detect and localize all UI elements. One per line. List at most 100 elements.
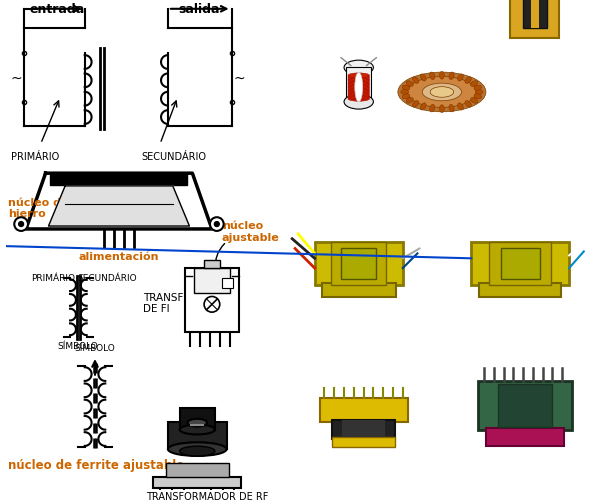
- Circle shape: [210, 218, 224, 231]
- Ellipse shape: [348, 78, 370, 83]
- Ellipse shape: [439, 72, 445, 80]
- Text: SÍMBOLO: SÍMBOLO: [74, 344, 115, 353]
- Ellipse shape: [474, 86, 482, 91]
- Ellipse shape: [407, 77, 476, 108]
- Ellipse shape: [348, 97, 370, 102]
- Ellipse shape: [348, 93, 370, 98]
- Bar: [486, 428, 564, 446]
- Bar: [204, 261, 220, 269]
- Ellipse shape: [344, 61, 373, 76]
- Bar: [500, 248, 540, 279]
- Ellipse shape: [348, 81, 370, 86]
- Polygon shape: [50, 174, 187, 185]
- Ellipse shape: [355, 73, 362, 103]
- Ellipse shape: [348, 96, 370, 101]
- Bar: [332, 420, 395, 439]
- Ellipse shape: [421, 104, 426, 111]
- Circle shape: [14, 218, 28, 231]
- Ellipse shape: [449, 105, 454, 113]
- Ellipse shape: [449, 73, 454, 81]
- Bar: [447, 322, 593, 480]
- Bar: [346, 68, 371, 103]
- Ellipse shape: [402, 86, 410, 91]
- Ellipse shape: [398, 73, 486, 113]
- Text: SECUNDÁRIO: SECUNDÁRIO: [142, 151, 206, 161]
- Text: núcleo de ferrite ajustable .: núcleo de ferrite ajustable .: [8, 458, 193, 471]
- Bar: [194, 269, 230, 293]
- Ellipse shape: [458, 75, 463, 82]
- Ellipse shape: [401, 90, 409, 95]
- Ellipse shape: [348, 74, 370, 79]
- Text: PRIMÁRIO: PRIMÁRIO: [31, 274, 75, 283]
- Bar: [310, 166, 442, 322]
- Text: SECUNDÁRIO: SECUNDÁRIO: [77, 274, 137, 283]
- Bar: [523, 0, 547, 29]
- Ellipse shape: [406, 82, 413, 87]
- Ellipse shape: [348, 83, 370, 88]
- Text: alimentación: alimentación: [79, 252, 159, 262]
- Ellipse shape: [458, 104, 463, 111]
- Ellipse shape: [430, 105, 435, 113]
- Ellipse shape: [422, 84, 461, 102]
- Ellipse shape: [474, 95, 482, 100]
- Bar: [479, 283, 561, 298]
- Ellipse shape: [348, 90, 370, 95]
- Bar: [179, 408, 215, 430]
- Circle shape: [19, 222, 23, 227]
- Bar: [332, 437, 395, 447]
- Bar: [489, 242, 551, 285]
- Bar: [222, 279, 233, 288]
- Ellipse shape: [348, 77, 370, 81]
- Bar: [471, 242, 569, 285]
- Ellipse shape: [348, 75, 370, 80]
- Ellipse shape: [475, 90, 483, 95]
- Polygon shape: [49, 186, 190, 226]
- Ellipse shape: [402, 95, 410, 100]
- Ellipse shape: [168, 442, 227, 456]
- Ellipse shape: [348, 86, 370, 91]
- Bar: [166, 463, 229, 476]
- Bar: [300, 0, 593, 164]
- Bar: [168, 422, 227, 449]
- Ellipse shape: [348, 82, 370, 87]
- Text: salida: salida: [178, 3, 220, 16]
- Text: SÍMBOLO: SÍMBOLO: [58, 342, 98, 351]
- Bar: [153, 476, 241, 488]
- Bar: [314, 242, 403, 285]
- Ellipse shape: [179, 425, 215, 434]
- Bar: [478, 381, 572, 430]
- Ellipse shape: [421, 75, 426, 82]
- Ellipse shape: [344, 95, 373, 110]
- Text: ~: ~: [233, 71, 245, 85]
- Ellipse shape: [348, 92, 370, 97]
- Ellipse shape: [348, 85, 370, 90]
- Ellipse shape: [430, 73, 435, 81]
- Ellipse shape: [412, 78, 419, 84]
- Ellipse shape: [406, 98, 413, 104]
- Ellipse shape: [470, 98, 478, 104]
- Circle shape: [204, 297, 220, 313]
- Ellipse shape: [470, 82, 478, 87]
- Ellipse shape: [439, 106, 445, 113]
- Ellipse shape: [412, 101, 419, 108]
- Text: PRIMÁRIO: PRIMÁRIO: [11, 151, 59, 161]
- Bar: [320, 398, 407, 422]
- Bar: [447, 166, 593, 322]
- Bar: [185, 269, 239, 332]
- Text: núcleo de
hierro: núcleo de hierro: [8, 197, 69, 219]
- Bar: [511, 0, 559, 39]
- Bar: [531, 0, 539, 29]
- Bar: [322, 283, 396, 298]
- Polygon shape: [26, 174, 212, 229]
- Ellipse shape: [465, 101, 472, 108]
- Text: ~: ~: [10, 71, 22, 85]
- Ellipse shape: [348, 79, 370, 84]
- Text: TRANSFORMADOR DE RF: TRANSFORMADOR DE RF: [146, 491, 268, 501]
- Ellipse shape: [430, 88, 454, 98]
- Bar: [310, 322, 442, 480]
- Circle shape: [214, 222, 219, 227]
- Ellipse shape: [465, 78, 472, 84]
- Ellipse shape: [187, 419, 207, 427]
- Text: TRANSFORMADOR
DE FI: TRANSFORMADOR DE FI: [143, 292, 239, 314]
- Bar: [331, 242, 386, 285]
